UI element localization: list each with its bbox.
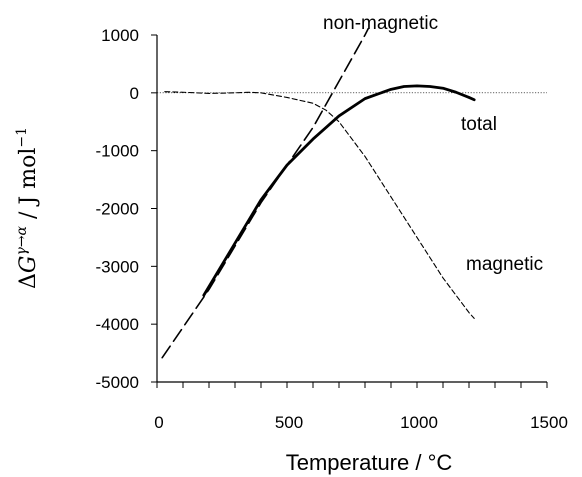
axes-layer: [156, 35, 547, 383]
y-axis-title: ΔGγ→α / J mol−1: [14, 127, 41, 289]
ticks-layer: 0 500 1000 1500 1000 0 -1000 -2000 -3000 -4000 -50…: [96, 26, 568, 432]
series-line-magnetic: [164, 91, 475, 319]
series-line-non-magnetic: [161, 28, 370, 359]
series-layer: [161, 28, 476, 359]
y-tick-label: -3000: [96, 257, 139, 276]
y-tick-label: -5000: [96, 373, 139, 392]
y-tick-label: -4000: [96, 315, 139, 334]
x-tick-label: 500: [275, 413, 303, 432]
y-axis-title-unit-exponent: −1: [14, 127, 30, 148]
y-axis-title-sep: /: [16, 205, 41, 226]
series-label-total: total: [461, 114, 497, 135]
y-tick-label: 0: [130, 84, 139, 103]
y-tick-label: -1000: [96, 142, 139, 161]
y-axis-title-g: G: [16, 256, 41, 274]
x-tick-label: 0: [154, 413, 163, 432]
y-axis-title-superscript: γ→α: [14, 225, 30, 255]
series-label-magnetic: magnetic: [466, 254, 543, 275]
y-tick-label: 1000: [101, 26, 139, 45]
y-axis-title-unit: J mol: [16, 148, 41, 207]
y-tick-label: -2000: [96, 200, 139, 219]
x-tick-label: 1000: [400, 413, 438, 432]
series-line-total: [202, 84, 476, 297]
x-tick-label: 1500: [530, 413, 568, 432]
y-axis-title-delta: Δ: [16, 273, 41, 289]
series-label-non-magnetic: non-magnetic: [323, 13, 438, 34]
x-axis-title: Temperature / °C: [286, 450, 453, 475]
